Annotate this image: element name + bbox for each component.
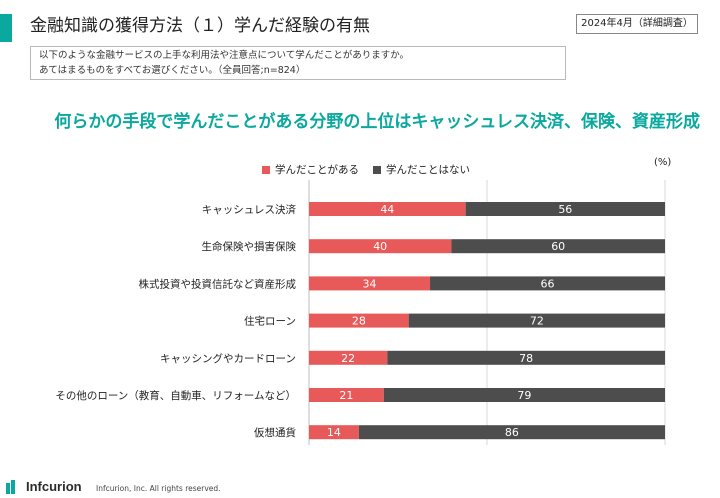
legend-item-learned: 学んだことがある xyxy=(262,162,359,177)
category-label: 株式投資や投資信託など資産形成 xyxy=(139,277,297,290)
bar-learned xyxy=(309,388,384,402)
data-label-learned: 34 xyxy=(363,277,377,290)
data-label-not-learned: 78 xyxy=(519,352,533,365)
bar-not-learned xyxy=(408,313,665,328)
bar-not-learned xyxy=(387,350,665,365)
category-label: その他のローン（教育、自動車、リフォームなど） xyxy=(55,389,296,402)
chart-legend: 学んだことがある 学んだことはない xyxy=(262,162,484,177)
page-title: 金融知識の獲得方法（１）学んだ経験の有無 xyxy=(30,16,370,36)
data-label-not-learned: 79 xyxy=(517,389,531,402)
bar-learned xyxy=(309,239,452,254)
headline: 何らかの手段で学んだことがある分野の上位はキャッシュレス決済、保険、資産形成 xyxy=(54,112,700,132)
data-label-learned: 22 xyxy=(341,352,355,365)
title-accent-bar xyxy=(0,14,12,42)
data-label-learned: 40 xyxy=(373,240,387,253)
bar-learned xyxy=(309,350,388,365)
data-label-learned: 44 xyxy=(380,203,394,216)
question-line-1: 以下のような金融サービスの上手な利用法や注意点について学んだことがありますか。 xyxy=(39,50,410,61)
infcurion-logo-icon xyxy=(6,479,15,494)
bar-not-learned xyxy=(465,202,665,216)
data-label-learned: 28 xyxy=(352,315,366,328)
brand-name: Infcurion xyxy=(26,479,82,494)
footer-logo: Infcurion xyxy=(6,479,82,494)
bar-learned xyxy=(309,202,466,216)
category-label: 生命保険や損害保険 xyxy=(202,240,297,253)
survey-date-badge: 2024年4月（詳細調査） xyxy=(576,14,698,34)
category-label: キャッシュレス決済 xyxy=(202,203,297,216)
data-label-learned: 21 xyxy=(339,389,353,402)
legend-label-not-learned: 学んだことはない xyxy=(386,164,470,176)
bar-not-learned xyxy=(358,425,665,440)
bar-not-learned xyxy=(451,239,665,254)
stacked-bar-chart: キャッシュレス決済 44 56 生命保険や損害保険 40 60 株式投資や投資信託など資産形… xyxy=(55,180,666,445)
bar-learned xyxy=(309,313,409,328)
category-label: 住宅ローン xyxy=(244,315,296,328)
question-line-2: あてはまるものをすべてお選びください。（全員回答;n=824） xyxy=(39,65,306,76)
legend-item-not-learned: 学んだことはない xyxy=(373,162,470,177)
category-label: キャッシングやカードローン xyxy=(160,352,296,365)
data-label-not-learned: 72 xyxy=(530,315,544,328)
bar-learned xyxy=(309,276,431,291)
bar-learned xyxy=(309,425,359,440)
legend-label-learned: 学んだことがある xyxy=(275,164,359,176)
bar-not-learned xyxy=(430,276,665,291)
data-label-not-learned: 60 xyxy=(551,240,565,253)
data-label-not-learned: 66 xyxy=(541,277,555,290)
data-label-not-learned: 86 xyxy=(505,426,519,439)
data-label-learned: 14 xyxy=(327,426,341,439)
legend-swatch-learned xyxy=(262,165,270,174)
copyright-text: Infcurion, Inc. All rights reserved. xyxy=(96,484,221,493)
bar-not-learned xyxy=(383,388,665,402)
legend-swatch-not-learned xyxy=(373,165,381,174)
category-label: 仮想通貨 xyxy=(254,426,296,439)
data-label-not-learned: 56 xyxy=(558,203,572,216)
chart-unit-label: (%) xyxy=(654,157,672,168)
question-box: 以下のような金融サービスの上手な利用法や注意点について学んだことがありますか。 … xyxy=(30,46,566,80)
